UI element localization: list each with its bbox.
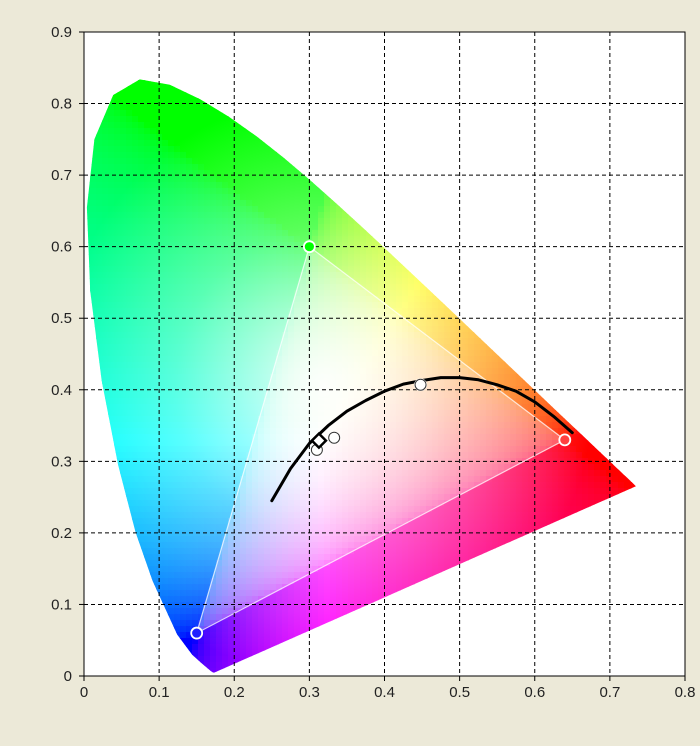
chromaticity-chart: 0 0.1 0.2 0.3 0.4 0.5 0.6 0.7 0.8 0 0.1 0.2 0.3 0.4 0… [51,24,695,701]
chart-svg: 0 0.1 0.2 0.3 0.4 0.5 0.6 0.7 0.8 00.10.20.30.40… [51,24,695,701]
